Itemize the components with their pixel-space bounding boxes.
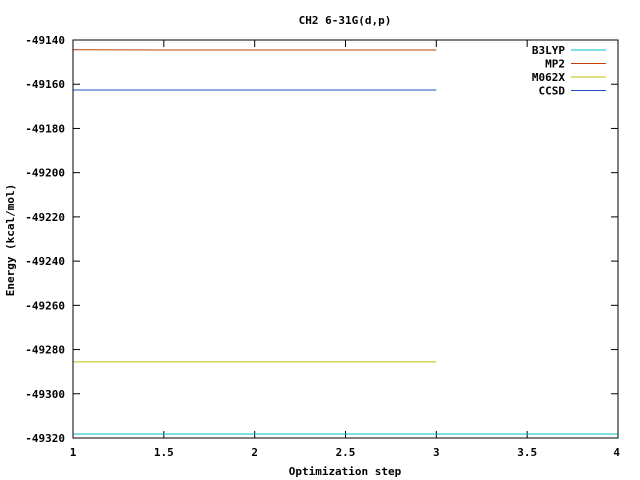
x-tick-label: 3.5 — [517, 446, 537, 459]
legend-label-ccsd: CCSD — [539, 85, 566, 98]
legend-label-m062x: M062X — [532, 71, 565, 84]
y-tick-label: -49180 — [25, 122, 65, 135]
x-tick-label: 2 — [251, 446, 258, 459]
x-tick-label: 4 — [613, 446, 620, 459]
x-tick-label: 3 — [433, 446, 440, 459]
y-tick-label: -49200 — [25, 167, 65, 180]
x-tick-label: 1 — [70, 446, 77, 459]
y-tick-label: -49300 — [25, 388, 65, 401]
x-axis-label: Optimization step — [289, 465, 402, 478]
legend-label-b3lyp: B3LYP — [532, 44, 565, 57]
y-tick-label: -49240 — [25, 255, 65, 268]
y-tick-label: -49140 — [25, 34, 65, 47]
y-tick-label: -49280 — [25, 344, 65, 357]
y-tick-label: -49160 — [25, 78, 65, 91]
y-tick-label: -49220 — [25, 211, 65, 224]
ticks-layer: -49140 -49160 -49180 -49200 -49220 -49240 -492… — [25, 34, 620, 459]
legend-label-mp2: MP2 — [545, 58, 565, 71]
x-tick-label: 1.5 — [154, 446, 174, 459]
y-axis-label: Energy (kcal/mol) — [4, 184, 17, 297]
y-tick-label: -49320 — [25, 432, 65, 445]
series-layer — [72, 49, 618, 435]
plot-frame — [72, 39, 619, 439]
x-tick-label: 2.5 — [336, 446, 356, 459]
chart-title: CH2 6-31G(d,p) — [299, 14, 392, 27]
y-tick-label: -49260 — [25, 299, 65, 312]
